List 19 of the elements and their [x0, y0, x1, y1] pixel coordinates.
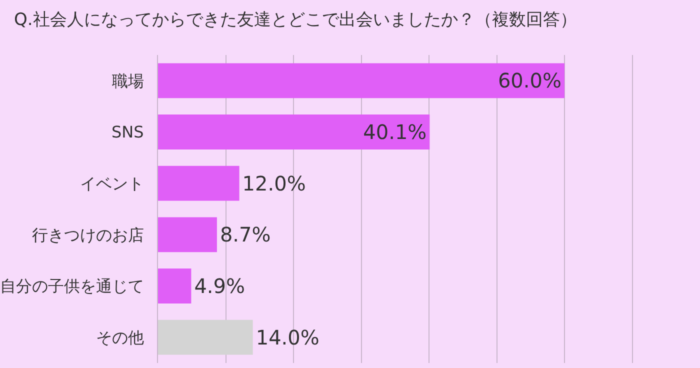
bar — [158, 114, 430, 150]
y-tick-label: 職場 — [112, 71, 144, 90]
data-label: 12.0% — [242, 171, 306, 196]
bar — [158, 217, 217, 252]
data-label: 14.0% — [256, 325, 320, 350]
bar — [158, 63, 564, 98]
chart-title: Q.社会人になってからできた友達とどこで出会いましたか？（複数回答） — [14, 10, 577, 30]
data-label: 60.0% — [498, 68, 562, 93]
y-tick-label: SNS — [112, 122, 144, 142]
bar — [158, 166, 240, 201]
y-tick-label: イベント — [80, 174, 144, 193]
data-label: 40.1% — [363, 120, 427, 144]
y-tick-label: 自分の子供を通じて — [0, 276, 144, 296]
data-label: 4.9% — [194, 274, 246, 298]
y-tick-label: その他 — [96, 328, 144, 347]
data-label: 8.7% — [220, 222, 271, 247]
y-tick-label: 行きつけのお店 — [32, 225, 144, 244]
bar — [158, 320, 253, 355]
bar — [158, 268, 192, 304]
